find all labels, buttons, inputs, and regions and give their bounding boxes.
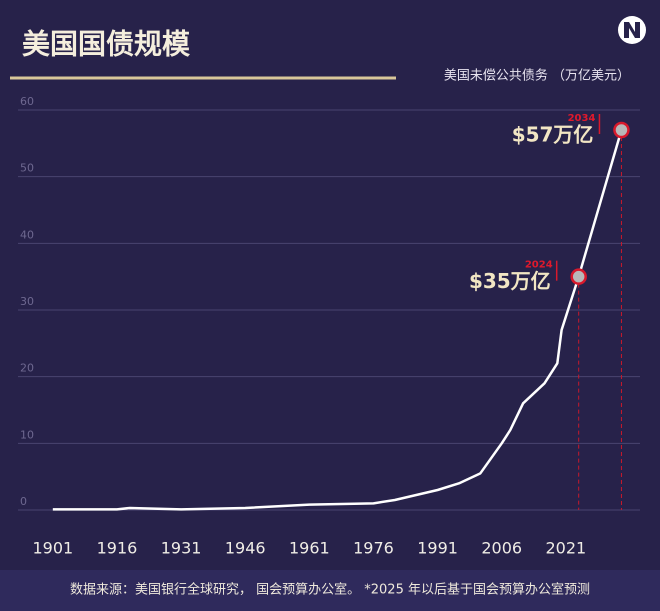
x-tick-label: 1901: [32, 539, 73, 558]
x-tick-label: 1916: [97, 539, 138, 558]
x-tick-label: 1931: [161, 539, 202, 558]
y-tick-label: 0: [20, 495, 27, 508]
point: [613, 121, 630, 139]
footer-band: [0, 570, 660, 611]
annotation-label: $35万亿: [469, 269, 551, 293]
y-tick-label: 30: [20, 295, 34, 308]
x-tick-label: 1991: [417, 539, 458, 558]
y-tick-label: 60: [20, 95, 34, 108]
line: [52, 129, 623, 511]
chart-title: 美国国债规模: [22, 28, 191, 61]
subtitle: 美国未偿公共债务 （万亿美元）: [444, 68, 630, 84]
annotation-year: 2034: [568, 113, 596, 124]
y-tick-label: 40: [20, 228, 34, 241]
x-tick-label: 1976: [353, 539, 394, 558]
logo: [618, 16, 646, 44]
y-tick-label: 20: [20, 362, 34, 375]
y-tick-label: 50: [20, 162, 34, 175]
annotation-label: $57万亿: [512, 123, 594, 147]
annotation-year: 2024: [525, 260, 553, 271]
source: 数据来源：美国银行全球研究， 国会预算办公室。 *2025 年以后基于国会预算办…: [70, 582, 590, 598]
x-tick-label: 1946: [225, 539, 266, 558]
point: [570, 268, 587, 285]
x-tick-label: 2021: [546, 539, 587, 558]
y-tick-label: 10: [20, 428, 34, 441]
x-tick-label: 1961: [289, 539, 330, 558]
x-tick-label: 2006: [481, 539, 522, 558]
